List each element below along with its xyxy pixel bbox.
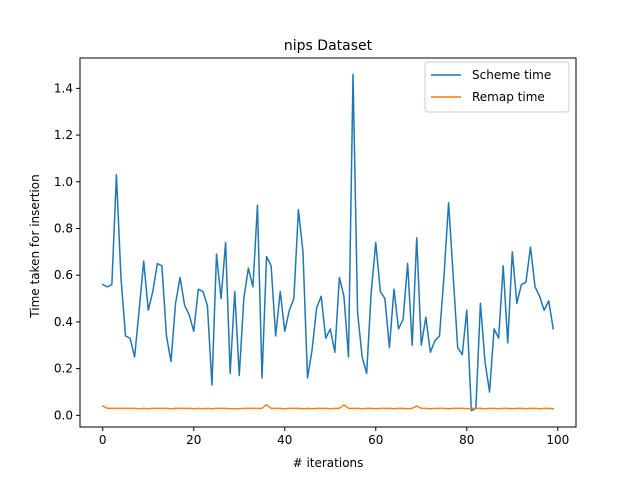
y-tick-label: 0.8 bbox=[54, 221, 73, 235]
y-tick-label: 0.0 bbox=[54, 408, 73, 422]
x-tick-label: 20 bbox=[186, 433, 201, 447]
y-tick-label: 1.2 bbox=[54, 128, 73, 142]
chart-title: nips Dataset bbox=[284, 38, 373, 54]
x-tick-label: 100 bbox=[546, 433, 569, 447]
y-axis: 0.0 0.2 0.4 0.6 0.8 1.0 1.2 1.4 bbox=[54, 81, 80, 422]
series-line-1 bbox=[101, 404, 555, 410]
legend: Scheme time Remap time bbox=[424, 61, 570, 113]
y-tick-label: 0.2 bbox=[54, 362, 73, 376]
plot-frame bbox=[79, 57, 577, 428]
series-layer bbox=[101, 73, 555, 412]
y-tick-label: 0.4 bbox=[54, 315, 73, 329]
x-axis: 0 20 40 60 80 100 bbox=[99, 427, 569, 447]
x-axis-title: # iterations bbox=[293, 456, 364, 470]
plot-area bbox=[79, 57, 577, 428]
x-tick-label: 0 bbox=[99, 433, 107, 447]
y-tick-label: 0.6 bbox=[54, 268, 73, 282]
legend-label-1: Remap time bbox=[472, 90, 545, 104]
legend-label-0: Scheme time bbox=[472, 68, 551, 82]
series-line-0 bbox=[101, 73, 555, 412]
x-tick-label: 60 bbox=[368, 433, 383, 447]
y-tick-label: 1.0 bbox=[54, 175, 73, 189]
y-axis-title: Time taken for insertion bbox=[28, 174, 42, 318]
x-tick-label: 40 bbox=[277, 433, 292, 447]
x-tick-label: 80 bbox=[459, 433, 474, 447]
y-tick-label: 1.4 bbox=[54, 81, 73, 95]
